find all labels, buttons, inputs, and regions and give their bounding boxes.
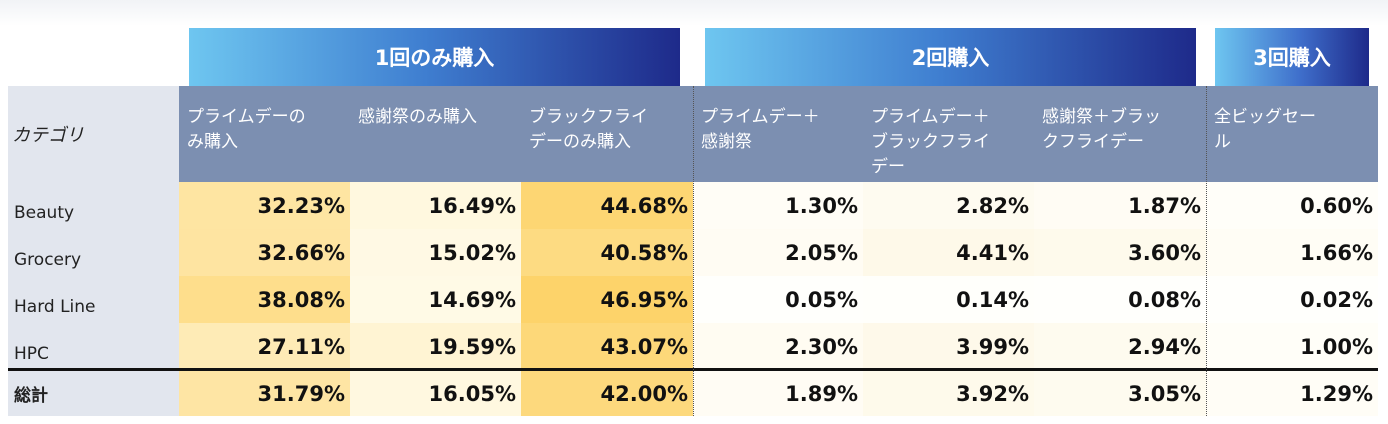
- value-cell: 2.94%: [1034, 323, 1206, 370]
- value-cell: 43.07%: [521, 323, 693, 370]
- value-cell: 40.58%: [521, 229, 693, 276]
- value-cell: 2.05%: [693, 229, 863, 276]
- value-cell: 3.99%: [863, 323, 1034, 370]
- category-header: カテゴリ: [8, 86, 179, 182]
- column-header-1: プライムデーの み購入: [179, 86, 350, 182]
- value-cell: 32.66%: [179, 229, 350, 276]
- row-category: HPC: [8, 323, 179, 370]
- total-value-cell: 3.92%: [863, 371, 1034, 416]
- value-cell: 15.02%: [350, 229, 521, 276]
- value-cell: 3.60%: [1034, 229, 1206, 276]
- row-category: Hard Line: [8, 276, 179, 323]
- total-value-cell: 31.79%: [179, 371, 350, 416]
- value-cell: 38.08%: [179, 276, 350, 323]
- column-header-7: 全ビッグセー ル: [1206, 86, 1378, 182]
- value-cell: 0.14%: [863, 276, 1034, 323]
- value-cell: 0.08%: [1034, 276, 1206, 323]
- column-header-4: プライムデー＋ 感謝祭: [693, 86, 863, 182]
- value-cell: 0.05%: [693, 276, 863, 323]
- row-category: Beauty: [8, 182, 179, 229]
- value-cell: 0.02%: [1206, 276, 1378, 323]
- group-header-twice: 2回購入: [705, 28, 1196, 86]
- group-divider-1: [693, 86, 694, 416]
- row-category: Grocery: [8, 229, 179, 276]
- total-value-cell: 1.29%: [1206, 371, 1378, 416]
- total-value-cell: 1.89%: [693, 371, 863, 416]
- total-value-cell: 16.05%: [350, 371, 521, 416]
- group-divider-2: [1206, 86, 1207, 416]
- total-value-cell: 42.00%: [521, 371, 693, 416]
- column-header-5: プライムデー＋ ブラックフライ デー: [863, 86, 1034, 182]
- value-cell: 44.68%: [521, 182, 693, 229]
- group-header-three: 3回購入: [1215, 28, 1369, 86]
- value-cell: 14.69%: [350, 276, 521, 323]
- value-cell: 32.23%: [179, 182, 350, 229]
- value-cell: 0.60%: [1206, 182, 1378, 229]
- value-cell: 1.30%: [693, 182, 863, 229]
- column-header-2: 感謝祭のみ購入: [350, 86, 521, 182]
- value-cell: 16.49%: [350, 182, 521, 229]
- total-value-cell: 3.05%: [1034, 371, 1206, 416]
- group-header-once: 1回のみ購入: [189, 28, 680, 86]
- value-cell: 46.95%: [521, 276, 693, 323]
- value-cell: 1.66%: [1206, 229, 1378, 276]
- value-cell: 19.59%: [350, 323, 521, 370]
- value-cell: 4.41%: [863, 229, 1034, 276]
- value-cell: 27.11%: [179, 323, 350, 370]
- column-header-6: 感謝祭＋ブラッ クフライデー: [1034, 86, 1206, 182]
- column-header-3: ブラックフライ デーのみ購入: [521, 86, 693, 182]
- value-cell: 2.30%: [693, 323, 863, 370]
- value-cell: 1.00%: [1206, 323, 1378, 370]
- total-label: 総計: [8, 371, 179, 416]
- value-cell: 1.87%: [1034, 182, 1206, 229]
- value-cell: 2.82%: [863, 182, 1034, 229]
